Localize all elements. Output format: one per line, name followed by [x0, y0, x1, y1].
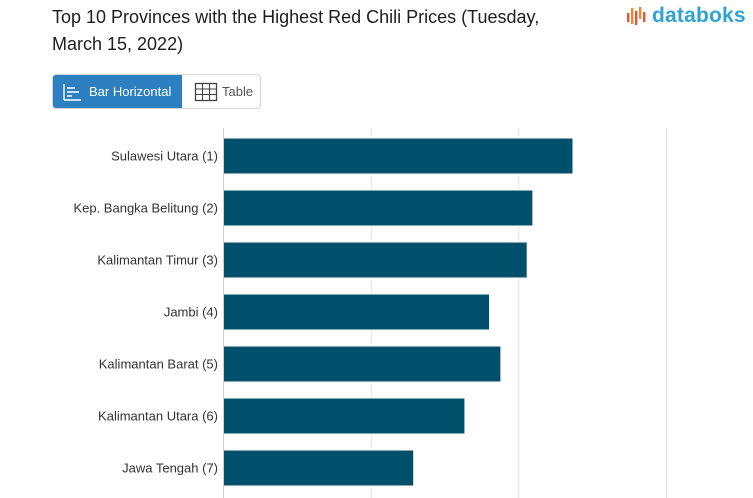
category-label-2: Kalimantan Timur (3) [97, 253, 218, 268]
category-label-4: Kalimantan Barat (5) [99, 357, 218, 372]
bar-3 [222, 293, 491, 331]
table-label: Table [222, 84, 254, 99]
category-label-5: Kalimantan Utara (6) [98, 409, 218, 424]
category-label-0: Sulawesi Utara (1) [111, 149, 218, 164]
view-toggle: Bar Horizontal Table [52, 74, 261, 109]
category-label-1: Kep. Bangka Belitung (2) [73, 201, 218, 216]
category-label-6: Jawa Tengah (7) [122, 461, 218, 476]
category-label-3: Jambi (4) [164, 305, 218, 320]
bar-5 [222, 397, 466, 435]
bar-1 [222, 189, 534, 227]
page-title: Top 10 Provinces with the Highest Red Ch… [52, 7, 540, 54]
brand-logo: databoks [626, 3, 746, 29]
databoks-logo-icon [627, 7, 646, 25]
bar-horizontal-view-button[interactable]: Bar Horizontal [53, 75, 182, 108]
bar-chart-icon [63, 83, 81, 101]
brand-name: databoks [652, 4, 746, 27]
bar-0 [222, 137, 574, 175]
bar-2 [222, 241, 528, 279]
bar-6 [222, 449, 415, 487]
table-grid-icon [194, 82, 218, 101]
bar-horizontal-label: Bar Horizontal [89, 84, 172, 99]
bar-4 [222, 345, 502, 383]
table-view-button[interactable]: Table [182, 75, 260, 108]
